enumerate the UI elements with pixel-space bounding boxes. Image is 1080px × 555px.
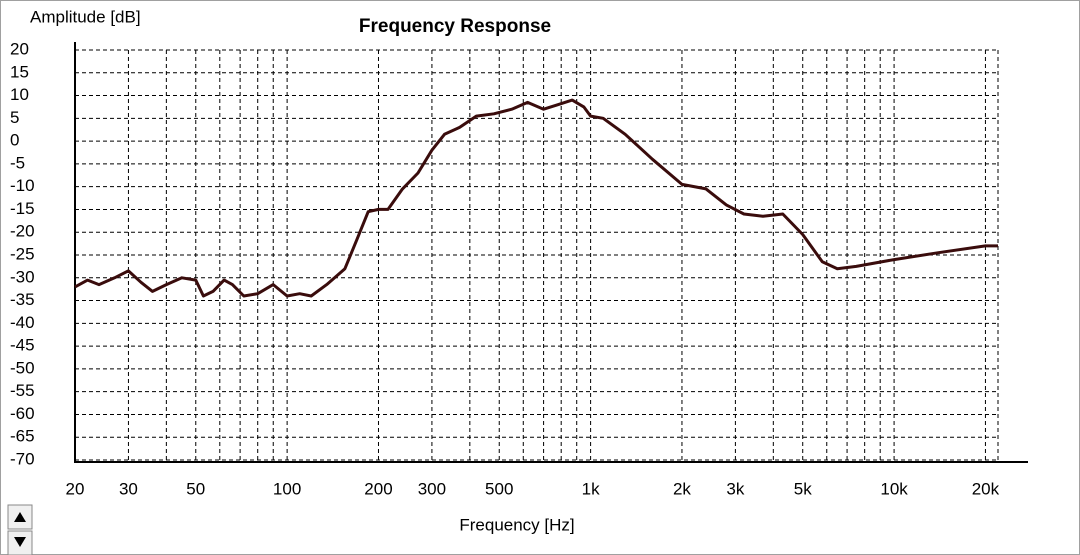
x-tick-label: 20 bbox=[66, 479, 85, 498]
x-tick-label: 20k bbox=[972, 479, 1000, 498]
y-tick-label: -70 bbox=[10, 449, 35, 468]
x-tick-label: 1k bbox=[582, 479, 600, 498]
x-tick-label: 200 bbox=[364, 479, 392, 498]
x-tick-label: 3k bbox=[726, 479, 744, 498]
y-tick-label: -20 bbox=[10, 222, 35, 241]
y-tick-label: -65 bbox=[10, 427, 35, 446]
x-tick-label: 10k bbox=[880, 479, 908, 498]
y-tick-label: -45 bbox=[10, 336, 35, 355]
y-tick-label: -40 bbox=[10, 313, 35, 332]
x-tick-label: 50 bbox=[186, 479, 205, 498]
y-tick-label: 20 bbox=[10, 39, 29, 58]
x-tick-label: 100 bbox=[273, 479, 301, 498]
y-tick-label: -50 bbox=[10, 358, 35, 377]
x-tick-label: 30 bbox=[119, 479, 138, 498]
x-tick-label: 2k bbox=[673, 479, 691, 498]
y-tick-label: 5 bbox=[10, 108, 19, 127]
y-axis-label: Amplitude [dB] bbox=[30, 7, 141, 26]
scroll-buttons[interactable] bbox=[7, 504, 33, 555]
y-tick-label: 15 bbox=[10, 62, 29, 81]
y-tick-label: 10 bbox=[10, 85, 29, 104]
y-tick-label: -35 bbox=[10, 290, 35, 309]
down-arrow bbox=[14, 537, 26, 547]
y-tick-label: -5 bbox=[10, 153, 25, 172]
chart-title: Frequency Response bbox=[359, 16, 551, 37]
x-axis-label: Frequency [Hz] bbox=[459, 515, 574, 534]
y-tick-label: -25 bbox=[10, 244, 35, 263]
y-tick-label: -55 bbox=[10, 381, 35, 400]
y-tick-label: -30 bbox=[10, 267, 35, 286]
x-tick-label: 300 bbox=[418, 479, 446, 498]
y-tick-label: 0 bbox=[10, 131, 19, 150]
x-tick-label: 5k bbox=[794, 479, 812, 498]
x-tick-label: 500 bbox=[485, 479, 513, 498]
y-tick-label: -60 bbox=[10, 404, 35, 423]
up-arrow bbox=[14, 512, 26, 522]
y-tick-label: -10 bbox=[10, 176, 35, 195]
y-tick-label: -15 bbox=[10, 199, 35, 218]
response-line bbox=[74, 98, 998, 298]
